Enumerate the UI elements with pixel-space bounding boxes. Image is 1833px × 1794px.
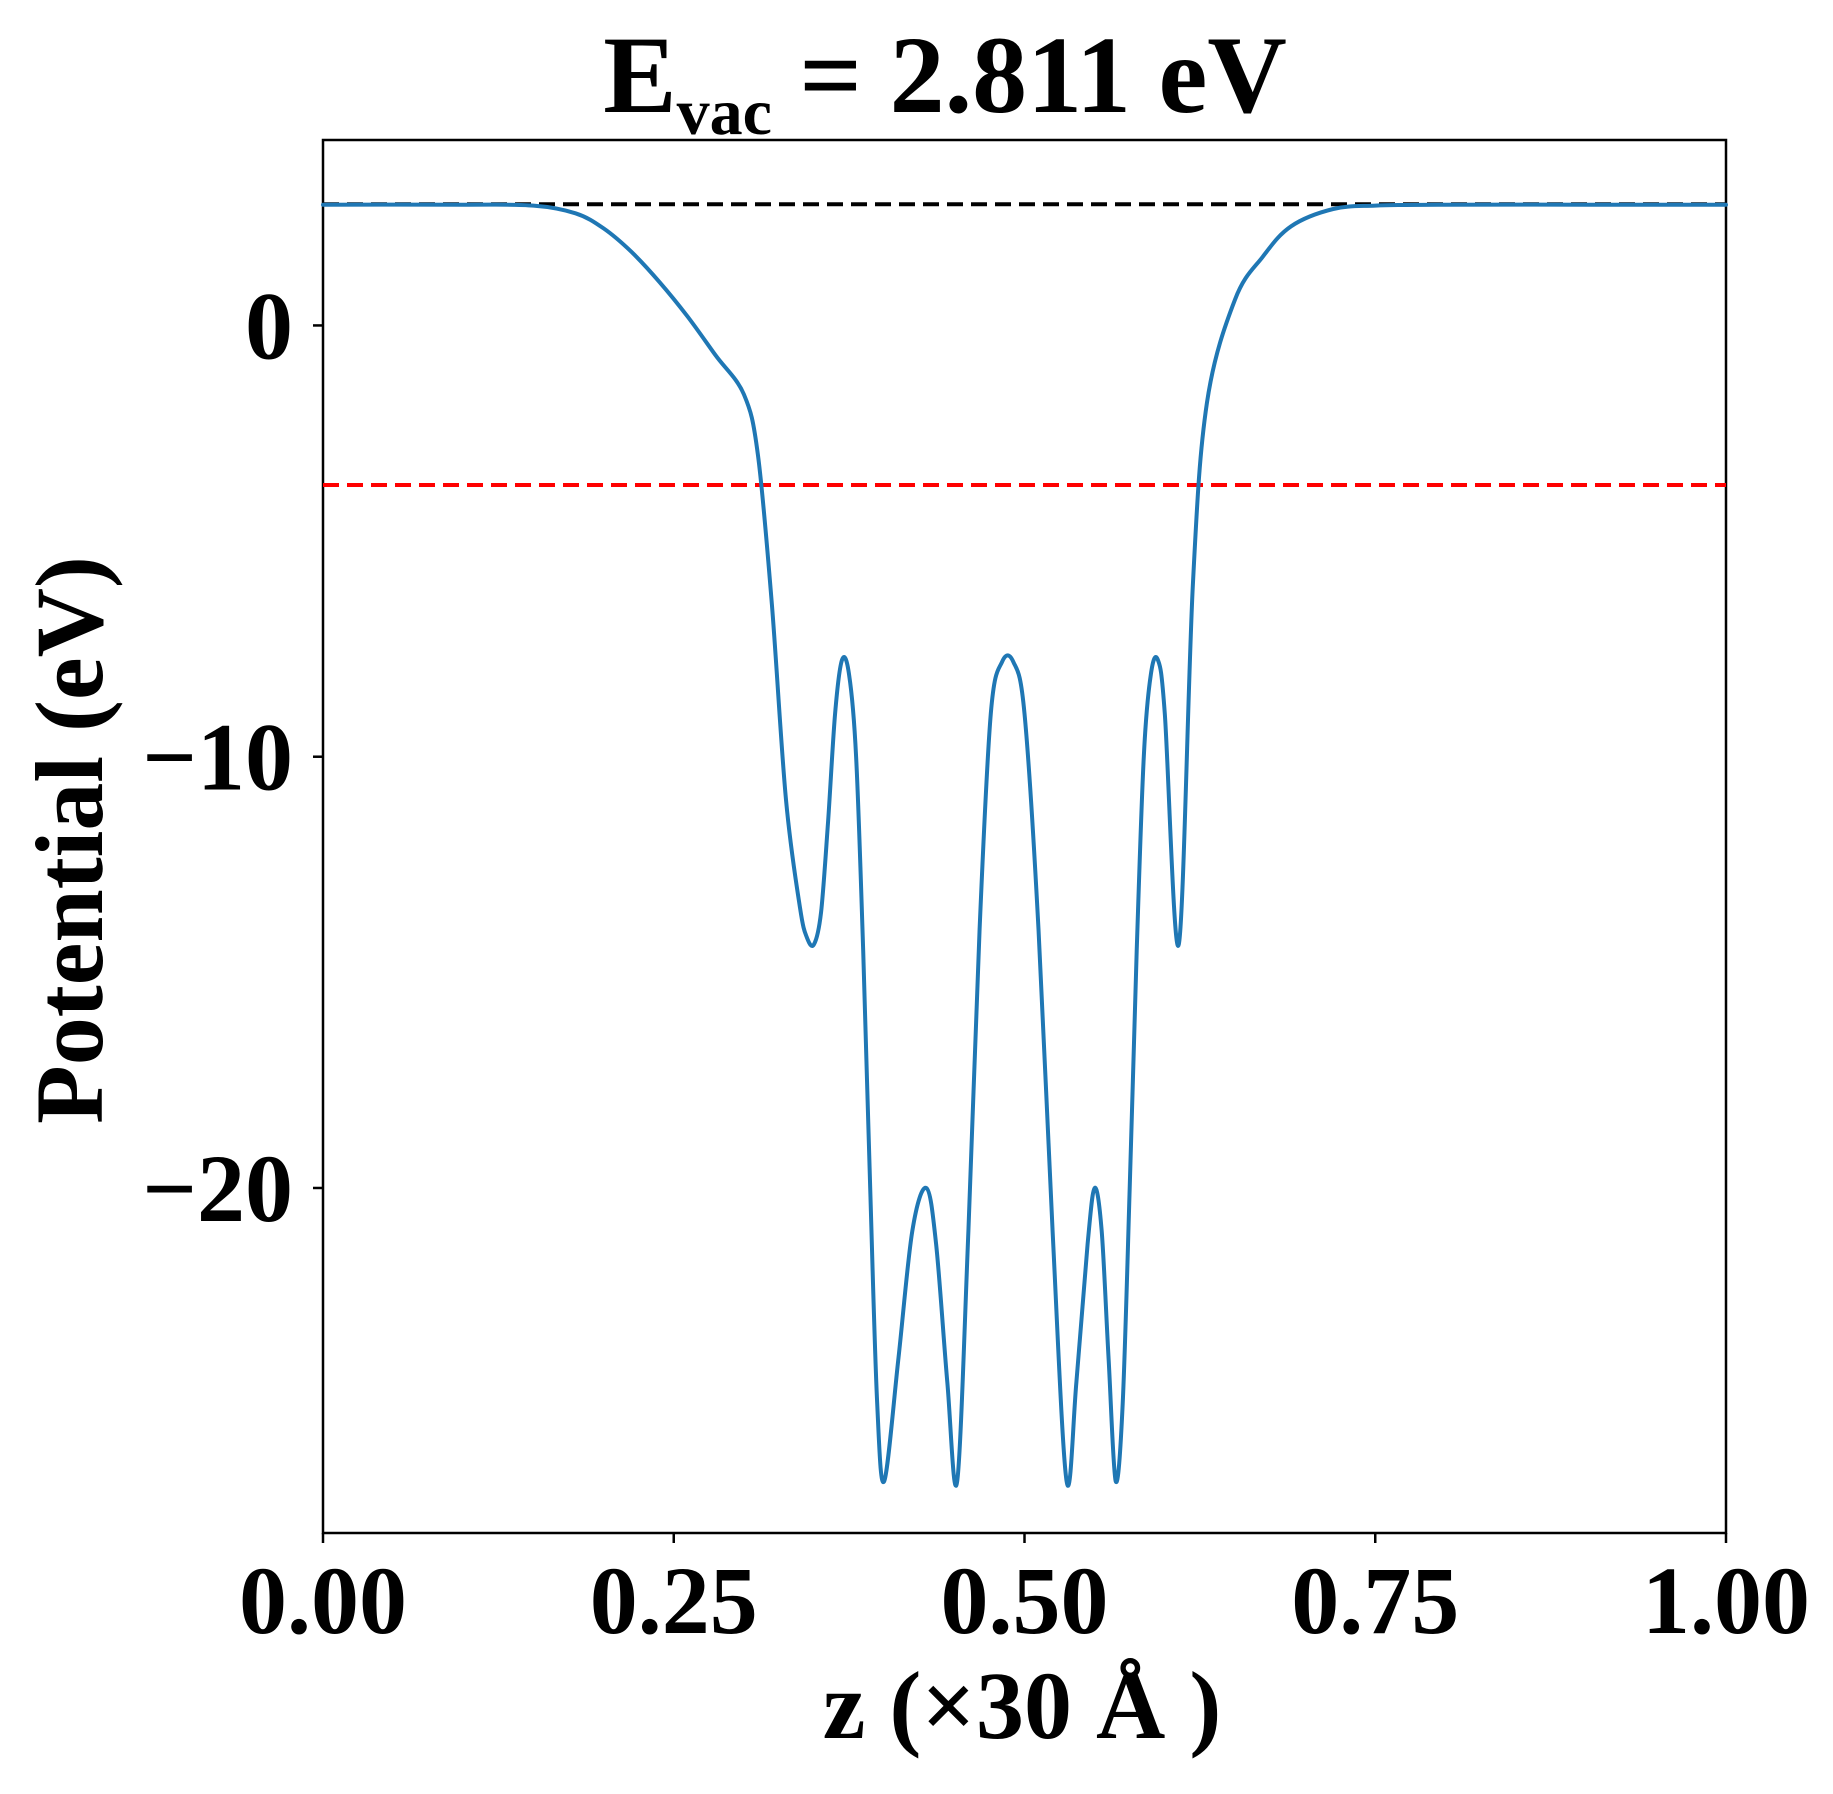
y-axis-ticks: 0 −10 −20 [142,272,323,1242]
y-axis-title: Potential (eV) [16,556,123,1124]
planar-averaged-potential-line [321,202,1728,1488]
x-tick-label: 0.00 [239,1547,407,1654]
x-tick-label: 0.75 [1291,1547,1459,1654]
x-axis-title: z (×30 Å ) [823,1652,1222,1759]
series-layer [321,202,1728,1488]
title-rest: = 2.811 eV [772,14,1287,136]
chart-title: Evac = 2.811 eV [603,14,1287,149]
x-axis-ticks: 0.00 0.25 0.50 0.75 1.00 [239,1533,1810,1654]
y-tick-label: −20 [142,1135,293,1242]
x-tick-label: 0.50 [941,1547,1109,1654]
reference-lines [323,202,1726,488]
x-tick-label: 1.00 [1642,1547,1810,1654]
plot-area-frame [321,138,1728,1535]
y-tick-label: 0 [245,272,293,379]
title-symbol: E [603,14,676,136]
x-tick-label: 0.25 [590,1547,758,1654]
y-tick-label: −10 [142,704,293,811]
title-subscript: vac [677,76,772,149]
